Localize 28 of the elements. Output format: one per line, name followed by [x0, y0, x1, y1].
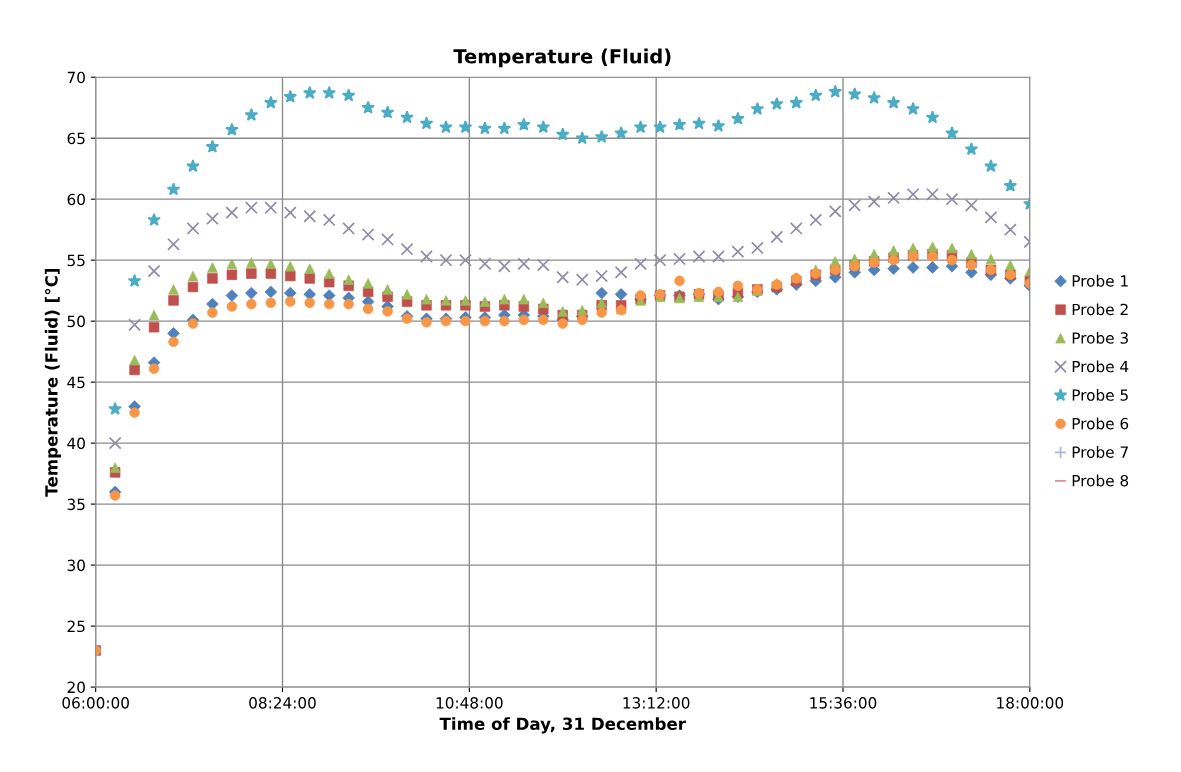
x-tick-label: 08:24:00	[249, 697, 316, 709]
x-tick-label: 10:48:00	[436, 697, 503, 709]
y-tick-label: 30	[67, 559, 85, 572]
x-axis-title: Time of Day, 31 December	[439, 717, 686, 734]
legend-label: Probe 2	[1072, 303, 1128, 316]
legend-label: Probe 3	[1072, 331, 1128, 344]
x-tick-label: 18:00:00	[997, 697, 1064, 709]
y-tick-label: 60	[67, 193, 85, 206]
y-tick-label: 70	[67, 71, 85, 84]
y-tick-label: 35	[67, 498, 85, 511]
x-tick-label: 06:00:00	[62, 697, 129, 709]
y-tick-label: 40	[67, 437, 85, 450]
legend-label: Probe 8	[1072, 474, 1129, 487]
x-tick-label: 13:12:00	[623, 697, 690, 709]
y-tick-label: 25	[67, 620, 85, 633]
legend-label: Probe 5	[1072, 389, 1128, 401]
y-tick-label: 55	[67, 254, 85, 267]
legend-label: Probe 1	[1072, 274, 1128, 287]
legend-label: Probe 7	[1072, 446, 1128, 458]
legend-label: Probe 6	[1072, 417, 1129, 430]
y-tick-label: 45	[67, 376, 85, 389]
y-tick-label: 50	[67, 315, 85, 328]
chart-title: Temperature (Fluid)	[453, 48, 671, 68]
x-tick-label: 15:36:00	[810, 697, 877, 709]
legend-label: Probe 4	[1072, 360, 1129, 373]
y-tick-label: 20	[67, 681, 85, 694]
y-tick-label: 65	[67, 132, 85, 145]
y-axis-title: Temperature (Fluid) [°C]	[44, 269, 61, 497]
